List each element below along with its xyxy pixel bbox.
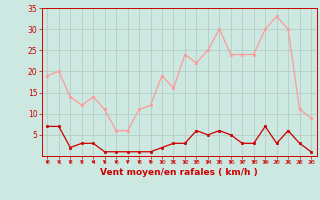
X-axis label: Vent moyen/en rafales ( km/h ): Vent moyen/en rafales ( km/h ) — [100, 168, 258, 177]
